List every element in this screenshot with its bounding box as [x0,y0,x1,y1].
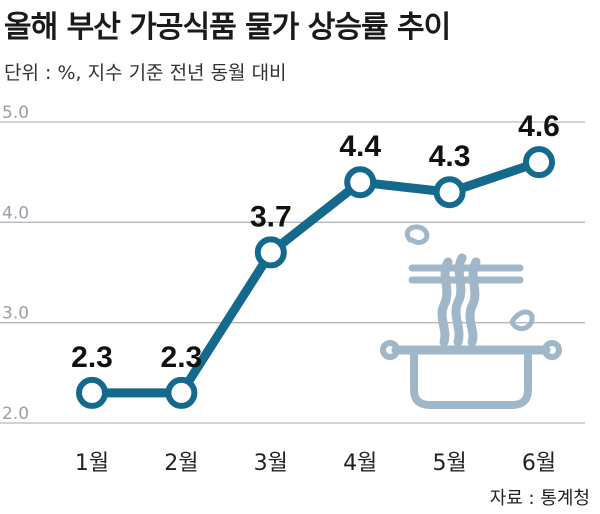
x-tick-label: 5월 [432,451,466,476]
x-tick-label: 2월 [164,451,198,476]
y-tick-label: 3.0 [2,304,29,324]
x-tick-label: 3월 [254,451,288,476]
data-point [76,376,108,409]
data-points [76,146,555,409]
data-point [165,376,198,409]
data-label: 3.7 [250,200,292,233]
x-tick-label: 4월 [343,451,377,476]
chart-subtitle: 단위 : %, 지수 기준 전년 동월 대비 [4,62,287,84]
steaming-pot-icon [380,224,562,409]
x-axis: 1월 2월 3월 4월 5월 6월 [75,451,556,476]
x-tick-label: 1월 [75,451,109,476]
grid-lines: 2.0 3.0 4.0 5.0 [0,103,585,424]
data-point [344,166,377,199]
y-tick-label: 4.0 [2,203,29,223]
data-point [254,236,287,269]
y-tick-label: 2.0 [2,404,29,424]
source-note: 자료 : 통계청 [489,488,590,509]
chart-title: 올해 부산 가공식품 물가 상승률 추이 [4,10,451,45]
x-tick-label: 6월 [522,451,556,476]
data-point [523,146,555,179]
data-label: 2.3 [71,341,113,374]
data-point [433,176,466,209]
data-label: 4.3 [429,140,471,173]
data-labels: 2.3 2.3 3.7 4.4 4.3 4.6 [71,110,560,374]
data-label: 4.4 [339,130,381,163]
y-tick-label: 5.0 [2,103,29,123]
data-label: 4.6 [518,110,560,143]
data-label: 2.3 [161,341,203,374]
